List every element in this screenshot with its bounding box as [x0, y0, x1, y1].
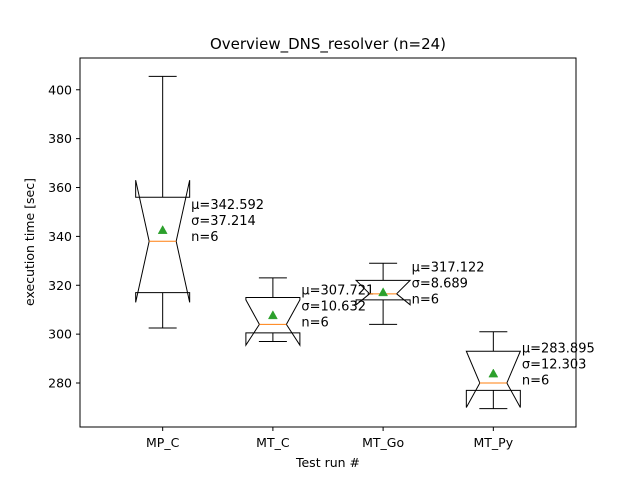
- stats-annotation-line: n=6: [191, 230, 218, 245]
- mean-marker: [488, 368, 499, 378]
- notched-box: [245, 296, 301, 347]
- y-tick-label: 280: [48, 376, 72, 391]
- stats-annotation-line: μ=317.122: [412, 260, 485, 275]
- plot-area: [80, 58, 576, 427]
- y-tick-label: 360: [48, 180, 72, 195]
- mean-marker: [267, 310, 278, 320]
- x-tick-label: MT_C: [256, 435, 290, 450]
- x-tick-label: MT_Go: [362, 435, 404, 450]
- y-tick-label: 300: [48, 327, 72, 342]
- notched-box: [354, 279, 412, 306]
- x-axis-label: Test run #: [295, 455, 360, 470]
- y-tick-label: 340: [48, 229, 72, 244]
- stats-annotation-line: σ=8.689: [412, 276, 468, 291]
- notched-box: [135, 180, 191, 303]
- stats-annotation-line: σ=10.632: [301, 299, 366, 314]
- axes: 280 300 320 340 360 380 400 MP_C MT_C MT_Go MT_Py: [48, 82, 514, 450]
- y-tick-label: 320: [48, 278, 72, 293]
- y-tick-label: 380: [48, 131, 72, 146]
- mean-marker: [378, 287, 389, 297]
- stats-annotation-line: n=6: [301, 315, 328, 330]
- plot-frame: [79, 57, 577, 428]
- x-tick-label: MT_Py: [474, 435, 514, 450]
- stats-annotation-line: n=6: [522, 373, 549, 388]
- stats-annotation-line: μ=307.721: [301, 283, 374, 298]
- x-tick-label: MP_C: [146, 435, 180, 450]
- stats-annotation-line: μ=283.895: [522, 341, 595, 356]
- chart-marks: μ=342.592σ=37.214n=6μ=307.721σ=10.632n=6…: [135, 75, 595, 410]
- mean-marker: [157, 225, 168, 234]
- stats-annotation-line: σ=12.303: [522, 357, 587, 372]
- stats-annotation-line: n=6: [412, 292, 439, 307]
- stats-annotation-line: σ=37.214: [191, 214, 256, 229]
- notched-box: [465, 350, 522, 408]
- y-axis-label: execution time [sec]: [22, 178, 37, 306]
- stats-annotation-line: μ=342.592: [191, 198, 264, 213]
- y-tick-label: 400: [48, 82, 72, 97]
- chart-title: Overview_DNS_resolver (n=24): [210, 35, 446, 54]
